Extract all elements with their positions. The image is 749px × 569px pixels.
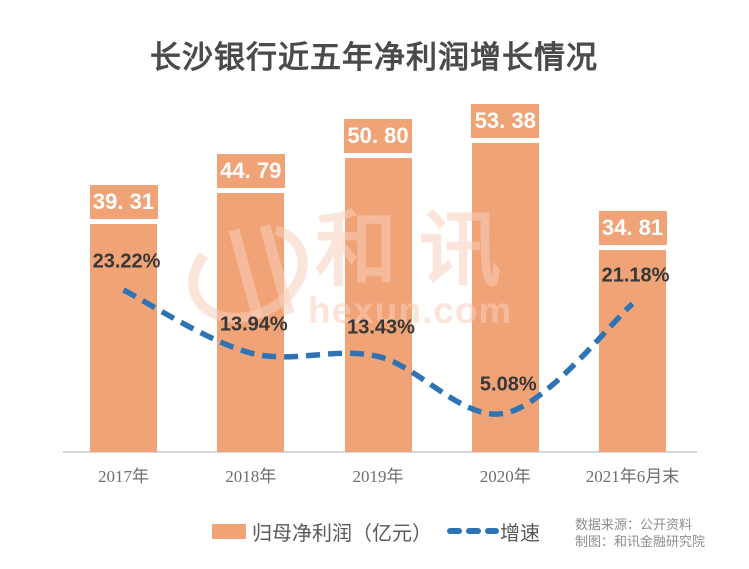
- growth-rate-label: 21.18%: [601, 264, 670, 287]
- bar-value-label: 39. 31: [89, 185, 158, 220]
- growth-rate-label: 13.43%: [347, 316, 415, 339]
- x-tick-2021年6月末: 2021年6月末: [585, 467, 680, 486]
- chart-title: 长沙银行近五年净利润增长情况: [150, 40, 598, 75]
- source-credits: 数据来源：公开资料 制图：和讯金融研究院: [575, 516, 705, 550]
- bar-value-label: 50. 80: [344, 118, 412, 153]
- bar-2019年[interactable]: [344, 157, 412, 452]
- bar-value-label: 53. 38: [471, 103, 540, 138]
- legend-line-swatch[interactable]: [446, 527, 500, 535]
- growth-rate-label: 5.08%: [479, 373, 537, 396]
- data-source-note: 数据来源：公开资料: [575, 517, 693, 532]
- x-tick-2019年: 2019年: [352, 467, 404, 486]
- growth-rate-label: 13.94%: [219, 313, 288, 336]
- x-axis-line: [63, 451, 697, 453]
- legend-bar-swatch[interactable]: [212, 524, 246, 539]
- bar-2020年[interactable]: [471, 142, 539, 452]
- x-tick-2017年: 2017年: [98, 467, 149, 486]
- chart-credit-note: 制图：和讯金融研究院: [575, 534, 706, 549]
- legend-line-label[interactable]: 增速: [500, 523, 540, 545]
- legend-bar-label[interactable]: 归母净利润（亿元）: [252, 523, 432, 545]
- growth-rate-label: 23.22%: [92, 250, 161, 273]
- bar-value-label: 44. 79: [216, 153, 285, 188]
- x-tick-2020年: 2020年: [479, 467, 531, 486]
- bar-value-label: 34. 81: [598, 211, 667, 246]
- x-tick-2018年: 2018年: [225, 467, 277, 486]
